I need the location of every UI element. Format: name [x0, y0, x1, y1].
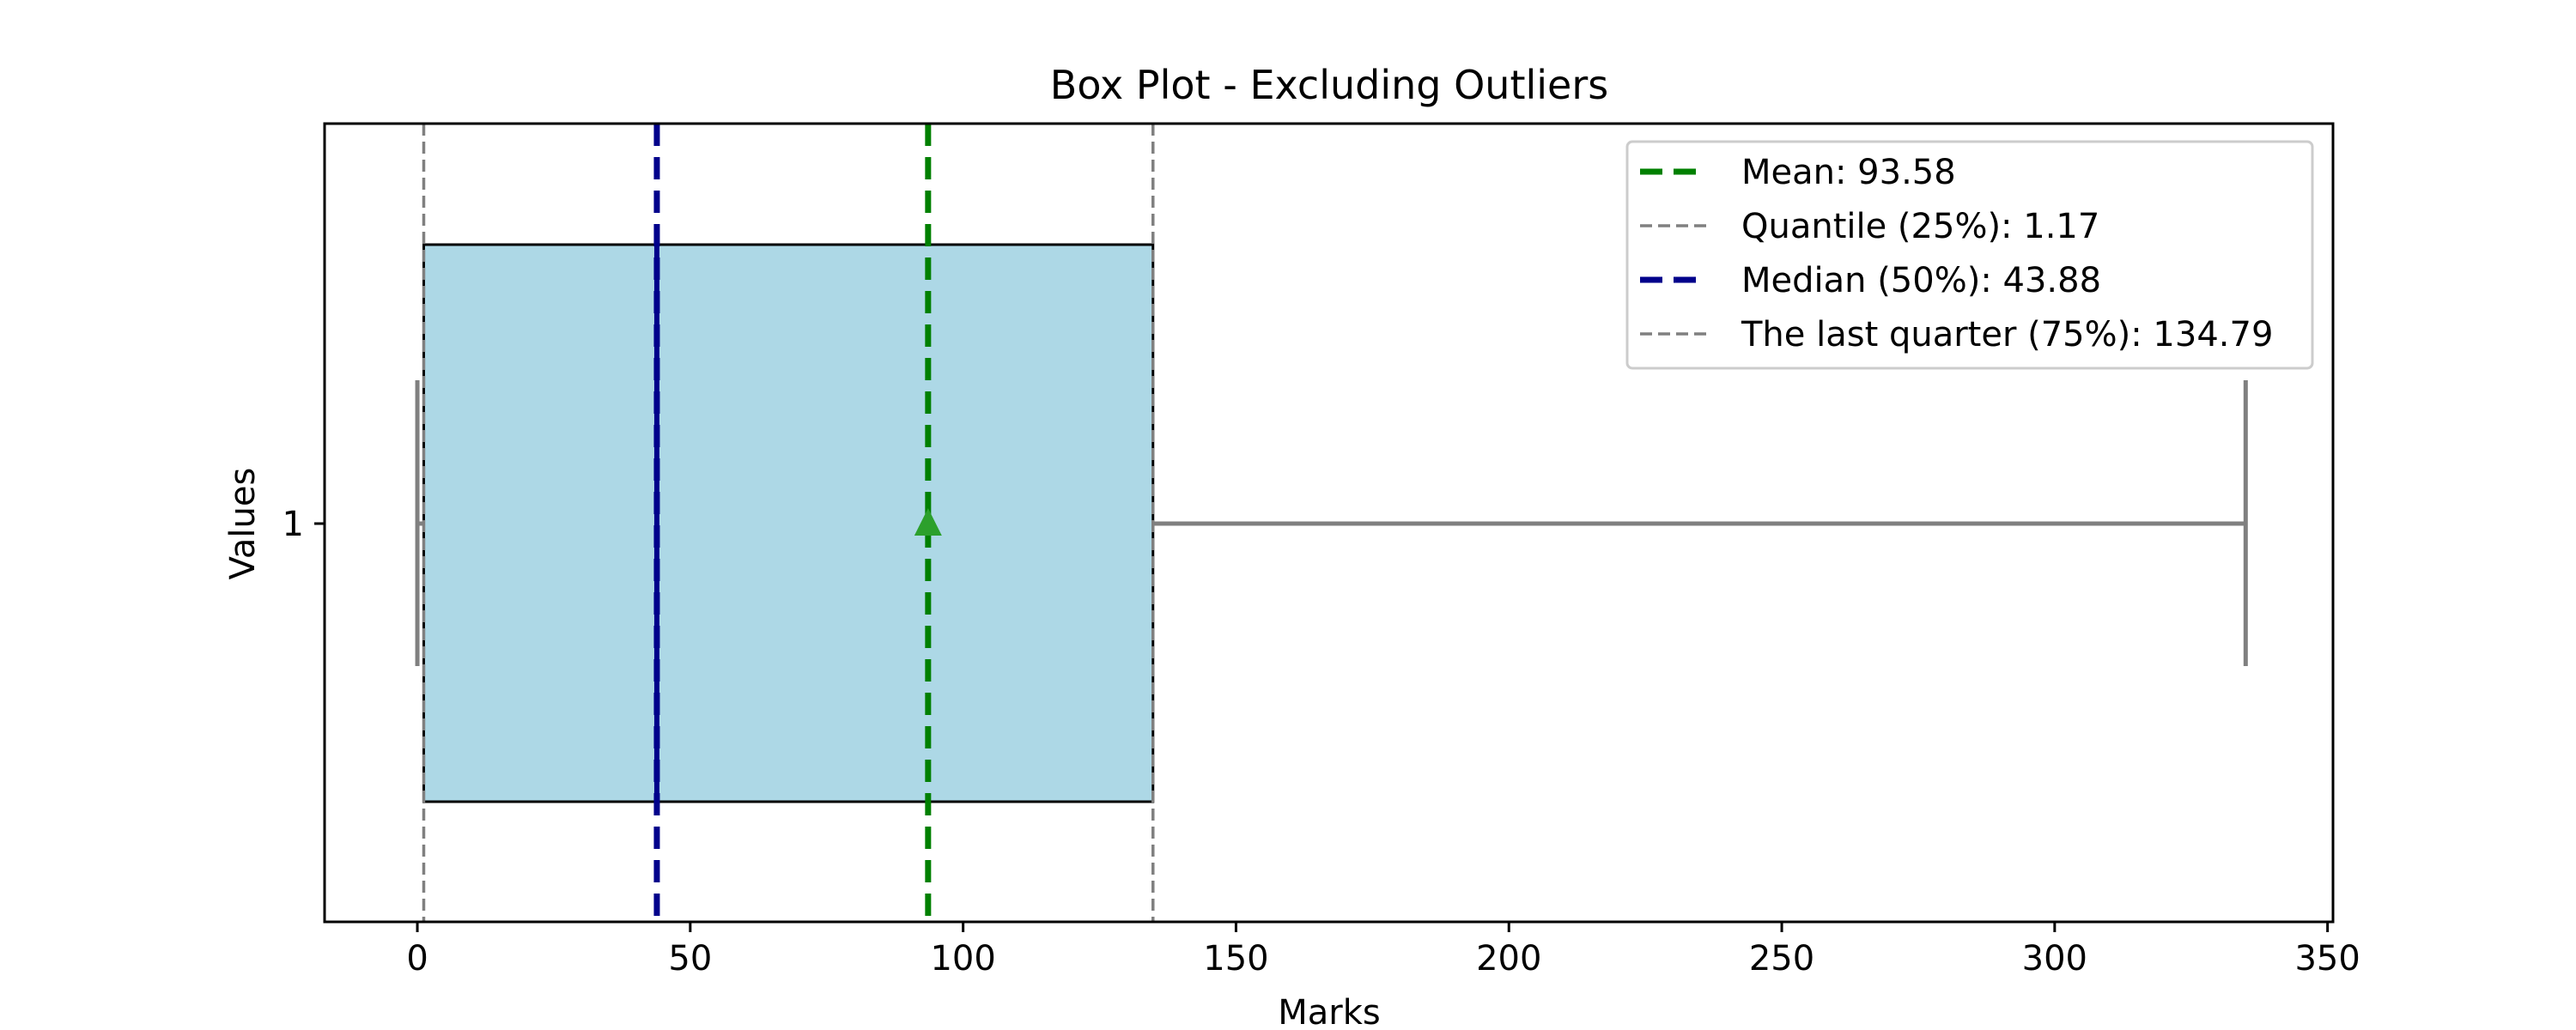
y-axis: 1	[283, 505, 325, 544]
x-tick-label: 0	[406, 939, 428, 978]
x-tick-label: 350	[2294, 939, 2360, 978]
chart-title: Box Plot - Excluding Outliers	[1050, 62, 1608, 108]
y-axis-label: Values	[223, 468, 263, 580]
legend-label-1: Quantile (25%): 1.17	[1741, 207, 2099, 246]
legend-label-3: The last quarter (75%): 134.79	[1741, 315, 2273, 354]
x-axis-label: Marks	[1278, 993, 1380, 1030]
x-axis: 0 50 100 150 200 250 300 350	[406, 922, 2360, 978]
x-tick-label: 100	[930, 939, 995, 978]
mean-marker	[914, 508, 942, 536]
x-tick-label: 200	[1476, 939, 1541, 978]
legend: Mean: 93.58 Quantile (25%): 1.17 Median (5…	[1625, 140, 2314, 370]
x-tick-label: 150	[1203, 939, 1268, 978]
y-tick-label: 1	[283, 505, 304, 544]
plot-area	[323, 122, 2335, 924]
legend-label-2: Median (50%): 43.88	[1741, 261, 2101, 300]
x-tick-label: 50	[668, 939, 712, 978]
legend-frame	[1625, 140, 2314, 370]
x-tick-label: 250	[1749, 939, 1814, 978]
legend-label-0: Mean: 93.58	[1741, 153, 1956, 192]
iqr-box	[422, 243, 1155, 803]
x-tick-label: 300	[2022, 939, 2087, 978]
